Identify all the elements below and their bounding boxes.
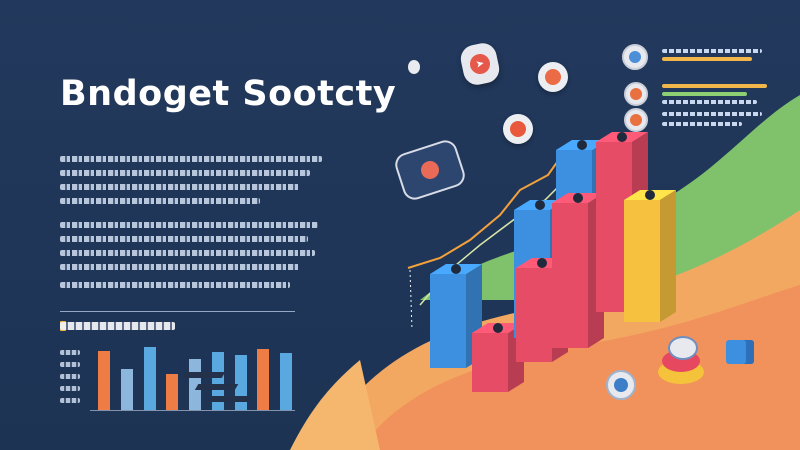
- orange-wave-front: [360, 285, 800, 450]
- legend-line: [662, 122, 742, 126]
- cube-bar: [624, 190, 676, 322]
- globe-icon: [537, 258, 547, 268]
- mini-bar: [121, 369, 133, 410]
- globe-icon: [573, 193, 583, 203]
- globe-icon: [451, 264, 461, 274]
- legend-line: [662, 84, 767, 88]
- y-tick-label: [60, 350, 80, 355]
- text-line: [60, 170, 310, 176]
- x-axis: [90, 410, 295, 411]
- globe-icon: [645, 190, 655, 200]
- box-icon: [726, 340, 754, 364]
- globe-icon: [624, 108, 648, 132]
- green-wave: [420, 95, 800, 300]
- text-line: [60, 198, 260, 204]
- legend-line: [662, 57, 752, 61]
- rocket-icon: [538, 62, 568, 92]
- page-title: Bndoget Sootcty: [60, 74, 397, 114]
- trophy-icon: [658, 330, 704, 386]
- mini-bar: [166, 374, 178, 410]
- globe-icon: [535, 200, 545, 210]
- y-tick-label: [60, 386, 80, 391]
- wave-edge: [290, 360, 380, 450]
- divider: [60, 311, 295, 312]
- legend-line: [662, 49, 762, 53]
- globe-icon: [606, 370, 636, 400]
- text-line: [60, 184, 300, 190]
- mini-bar: [144, 347, 156, 410]
- legend-line: [662, 92, 747, 96]
- mini-bar: [212, 352, 224, 410]
- mini-bar: [257, 349, 269, 410]
- chart-subheading: [60, 322, 175, 330]
- globe-icon: [622, 44, 648, 70]
- paragraph-block: [60, 156, 322, 296]
- text-line: [60, 282, 290, 288]
- text-line: [60, 236, 308, 242]
- pin-icon: [408, 60, 420, 74]
- rocket-icon: [503, 114, 533, 144]
- globe-icon: [624, 82, 648, 106]
- text-line: [60, 156, 322, 162]
- globe-icon: [617, 132, 627, 142]
- y-tick-label: [60, 362, 80, 367]
- mini-bar: [280, 353, 292, 410]
- legend-line: [662, 112, 762, 116]
- guide-line: [409, 269, 413, 331]
- text-line: [60, 264, 300, 270]
- globe-icon: [577, 140, 587, 150]
- text-line: [60, 222, 318, 228]
- text-line: [60, 250, 315, 256]
- hatch-stripes: [181, 372, 252, 402]
- mini-bar: [98, 351, 110, 410]
- legend: [622, 44, 772, 134]
- mini-bar: [189, 359, 201, 410]
- legend-line: [662, 100, 757, 104]
- globe-icon: [493, 323, 503, 333]
- y-tick-label: [60, 398, 80, 403]
- y-tick-label: [60, 374, 80, 379]
